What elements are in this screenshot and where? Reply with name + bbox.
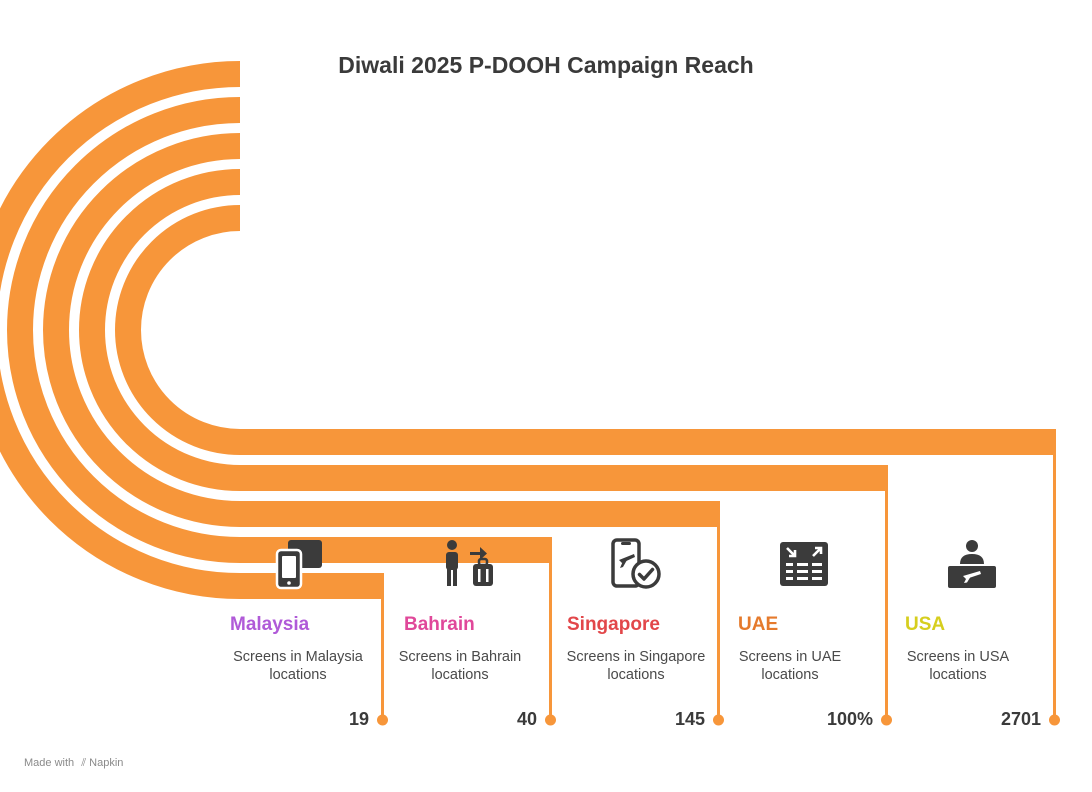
- connector-dot-singapore: [713, 714, 724, 726]
- country-label-singapore: Singapore: [567, 614, 660, 635]
- value-uae: 100%: [826, 709, 873, 729]
- made-with-credit: Made with ⫽ Napkin: [24, 757, 123, 770]
- description-uae: Screens in UAE locations: [738, 649, 842, 683]
- diagram-title: Diwali 2025 P-DOOH Campaign Reach: [338, 52, 754, 78]
- traveler-luggage-icon: [442, 538, 494, 590]
- country-label-bahrain: Bahrain: [404, 614, 475, 635]
- value-malaysia: 19: [348, 709, 369, 729]
- connector-dot-uae: [881, 714, 892, 726]
- flight-checkin-phone-icon: [610, 538, 662, 590]
- description-singapore: Screens in Singapore locations: [566, 649, 706, 683]
- country-label-uae: UAE: [738, 614, 779, 635]
- made-with-text: Made with: [24, 757, 75, 769]
- country-label-malaysia: Malaysia: [230, 614, 310, 635]
- connector-dot-usa: [1049, 714, 1060, 726]
- arc-band-malaysia: [0, 61, 384, 599]
- arc-band-singapore: [43, 133, 720, 527]
- arc-band-bahrain: [7, 97, 552, 563]
- napkin-logo-icon: ⫽: [81, 757, 87, 769]
- mobile-screens-icon: [274, 538, 326, 590]
- country-label-usa: USA: [905, 614, 946, 635]
- connector-dot-bahrain: [545, 714, 556, 726]
- departure-board-icon: [778, 538, 830, 590]
- airport-desk-agent-icon: [946, 538, 998, 590]
- description-usa: Screens in USA locations: [906, 649, 1010, 683]
- connector-dot-malaysia: [377, 714, 388, 726]
- value-usa: 2701: [1000, 709, 1041, 729]
- value-bahrain: 40: [516, 709, 537, 729]
- description-malaysia: Screens in Malaysia locations: [233, 649, 363, 683]
- description-bahrain: Screens in Bahrain locations: [398, 649, 522, 683]
- arc-band-uae: [79, 169, 888, 491]
- value-singapore: 145: [674, 709, 705, 729]
- napkin-brand-text: Napkin: [89, 757, 124, 769]
- arc-band-usa: [115, 205, 1056, 455]
